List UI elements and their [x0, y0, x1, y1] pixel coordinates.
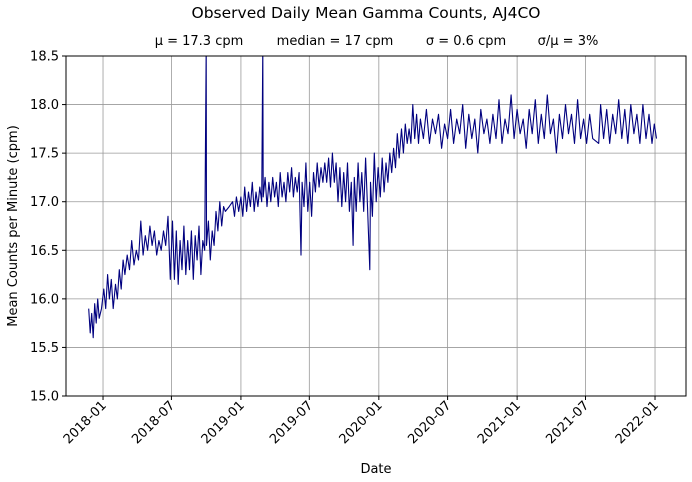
x-tick-label: 2019-07	[267, 398, 316, 447]
y-tick-label: 16.0	[30, 292, 59, 307]
subtitle-cv: σ/μ = 3%	[538, 34, 599, 49]
chart-title: Observed Daily Mean Gamma Counts, AJ4CO	[192, 4, 541, 22]
x-tick-label: 2021-01	[475, 398, 524, 447]
gridlines	[66, 55, 686, 397]
axis-ticks: 15.0 15.5 16.0 16.5 17.0 17.5 18.0 18.5 2018-01 2…	[30, 50, 662, 448]
series-line	[88, 56, 658, 339]
subtitle-mean: μ = 17.3 cpm	[155, 34, 244, 49]
x-axis-label: Date	[360, 462, 391, 477]
y-axis-label: Mean Counts per Minute (cpm)	[6, 125, 21, 327]
y-tick-label: 18.5	[30, 50, 59, 65]
x-tick-label: 2019-01	[199, 398, 248, 447]
y-tick-label: 17.5	[30, 147, 59, 162]
x-tick-label: 2020-07	[405, 398, 454, 447]
subtitle-median: median = 17 cpm	[277, 34, 394, 49]
x-tick-label: 2020-01	[337, 398, 386, 447]
y-tick-label: 17.0	[30, 195, 59, 210]
x-tick-label: 2022-01	[613, 398, 662, 447]
y-tick-label: 15.0	[30, 390, 59, 405]
y-tick-label: 16.5	[30, 244, 59, 259]
series-group	[88, 56, 658, 339]
plot-frame	[65, 55, 687, 397]
x-tick-label: 2018-07	[129, 398, 178, 447]
y-tick-label: 18.0	[30, 98, 59, 113]
subtitle-stddev: σ = 0.6 cpm	[426, 34, 506, 49]
y-tick-label: 15.5	[30, 341, 59, 356]
x-tick-label: 2018-01	[61, 398, 110, 447]
x-tick-label: 2021-07	[543, 398, 592, 447]
